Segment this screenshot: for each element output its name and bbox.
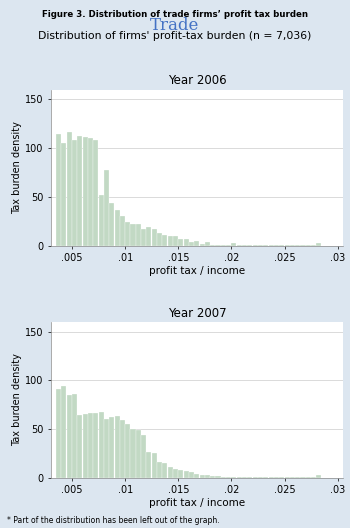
Bar (72, 394, 77, 478)
Bar (104, 419, 109, 478)
Bar (131, 224, 135, 246)
Bar (104, 169, 109, 246)
Bar (146, 451, 152, 478)
Bar (258, 244, 263, 246)
Bar (83, 137, 88, 246)
X-axis label: profit tax / income: profit tax / income (149, 498, 245, 508)
Bar (152, 452, 157, 478)
Bar (120, 420, 125, 478)
Bar (88, 138, 93, 246)
Bar (189, 242, 194, 246)
Bar (231, 242, 237, 246)
Bar (136, 224, 141, 246)
Bar (146, 227, 152, 246)
Bar (99, 412, 104, 478)
Bar (72, 140, 77, 246)
Bar (61, 143, 66, 246)
Bar (173, 469, 178, 478)
Title: Year 2007: Year 2007 (168, 307, 226, 319)
Bar (56, 389, 61, 478)
Bar (125, 425, 130, 478)
Bar (67, 395, 72, 478)
Bar (173, 236, 178, 246)
Bar (162, 463, 167, 478)
Y-axis label: Tax burden density: Tax burden density (12, 121, 22, 214)
Bar (263, 244, 268, 246)
Bar (226, 244, 231, 246)
Bar (120, 216, 125, 246)
Bar (316, 243, 322, 246)
X-axis label: profit tax / income: profit tax / income (149, 266, 245, 276)
Bar (216, 244, 220, 246)
Bar (210, 244, 215, 246)
Bar (178, 239, 183, 246)
Bar (67, 131, 72, 246)
Bar (152, 229, 157, 246)
Bar (205, 242, 210, 246)
Bar (77, 136, 82, 246)
Bar (77, 414, 82, 478)
Bar (184, 471, 189, 478)
Bar (199, 475, 205, 478)
Bar (114, 210, 120, 246)
Bar (125, 222, 130, 246)
Bar (168, 236, 173, 246)
Bar (205, 475, 210, 478)
Bar (216, 476, 220, 478)
Text: Figure 3. Distribution of trade firms’ profit tax burden: Figure 3. Distribution of trade firms’ p… (42, 10, 308, 18)
Bar (93, 412, 98, 478)
Bar (93, 140, 98, 246)
Bar (61, 386, 66, 478)
Bar (109, 203, 114, 246)
Bar (221, 477, 226, 478)
Title: Year 2006: Year 2006 (168, 74, 226, 87)
Bar (168, 467, 173, 478)
Bar (178, 470, 183, 478)
Bar (162, 235, 167, 246)
Bar (131, 429, 135, 478)
Bar (157, 233, 162, 246)
Bar (316, 475, 322, 478)
Bar (194, 241, 199, 246)
Bar (99, 195, 104, 246)
Bar (141, 435, 146, 478)
Bar (141, 229, 146, 246)
Bar (83, 413, 88, 478)
Bar (109, 417, 114, 478)
Bar (114, 416, 120, 478)
Text: Distribution of firms' profit-tax burden (n = 7,036): Distribution of firms' profit-tax burden… (38, 31, 312, 41)
Text: Trade: Trade (150, 17, 200, 34)
Bar (136, 430, 141, 478)
Bar (199, 243, 205, 246)
Bar (157, 463, 162, 478)
Bar (237, 244, 242, 246)
Bar (221, 244, 226, 246)
Bar (56, 134, 61, 246)
Bar (88, 412, 93, 478)
Bar (184, 239, 189, 246)
Bar (189, 472, 194, 478)
Text: * Part of the distribution has been left out of the graph.: * Part of the distribution has been left… (7, 516, 220, 525)
Y-axis label: Tax burden density: Tax burden density (12, 354, 22, 446)
Bar (194, 474, 199, 478)
Bar (210, 476, 215, 478)
